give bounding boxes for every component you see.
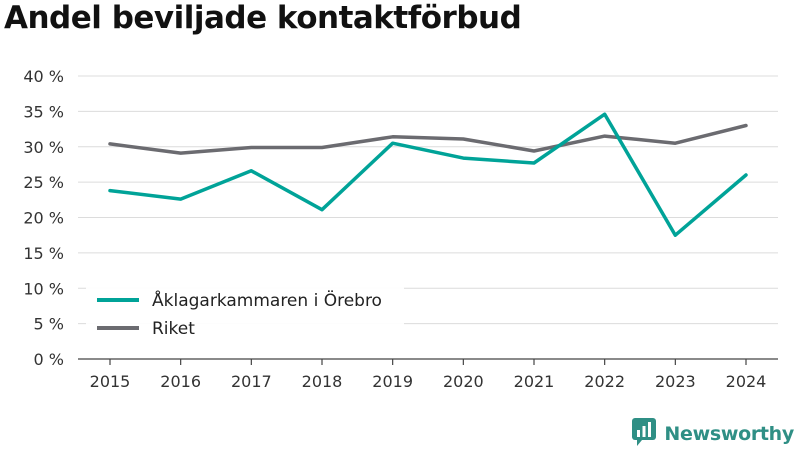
x-tick-label: 2016 bbox=[160, 372, 201, 391]
y-tick-label: 35 % bbox=[23, 102, 64, 121]
x-tick-label: 2021 bbox=[514, 372, 555, 391]
series-lines bbox=[108, 112, 748, 237]
x-axis-ticks: 2015 2016 2017 2018 2019 2020 2021 2022 2023 2024 bbox=[90, 359, 767, 391]
legend-background bbox=[86, 280, 404, 346]
x-tick-label: 2015 bbox=[90, 372, 131, 391]
y-tick-label: 20 % bbox=[23, 209, 64, 228]
y-tick-label: 25 % bbox=[23, 173, 64, 192]
x-tick-label: 2020 bbox=[443, 372, 484, 391]
chart-title: Andel beviljade kontaktförbud bbox=[4, 0, 522, 36]
legend: Åklagarkammaren i Örebro Riket bbox=[86, 280, 404, 346]
y-tick-label: 10 % bbox=[23, 279, 64, 298]
series-line-orebro bbox=[108, 112, 748, 237]
y-tick-label: 30 % bbox=[23, 138, 64, 157]
y-axis-ticks: 0 % 5 % 10 % 15 % 20 % 25 % 30 % 35 % 40 % bbox=[23, 67, 64, 369]
x-tick-label: 2022 bbox=[584, 372, 625, 391]
x-tick-label: 2024 bbox=[726, 372, 767, 391]
y-tick-label: 15 % bbox=[23, 244, 64, 263]
x-tick-label: 2023 bbox=[655, 372, 696, 391]
x-tick-label: 2019 bbox=[372, 372, 413, 391]
y-tick-label: 5 % bbox=[34, 315, 64, 334]
legend-label: Riket bbox=[152, 319, 195, 339]
x-tick-label: 2017 bbox=[231, 372, 272, 391]
y-tick-label: 0 % bbox=[34, 350, 64, 369]
series-line-riket bbox=[108, 123, 748, 155]
brand-name: Newsworthy bbox=[664, 423, 794, 445]
brand: Newsworthy bbox=[632, 418, 794, 450]
newsworthy-logo-icon bbox=[632, 418, 657, 450]
y-tick-label: 40 % bbox=[23, 67, 64, 86]
x-tick-label: 2018 bbox=[302, 372, 343, 391]
legend-label: Åklagarkammaren i Örebro bbox=[152, 289, 382, 311]
